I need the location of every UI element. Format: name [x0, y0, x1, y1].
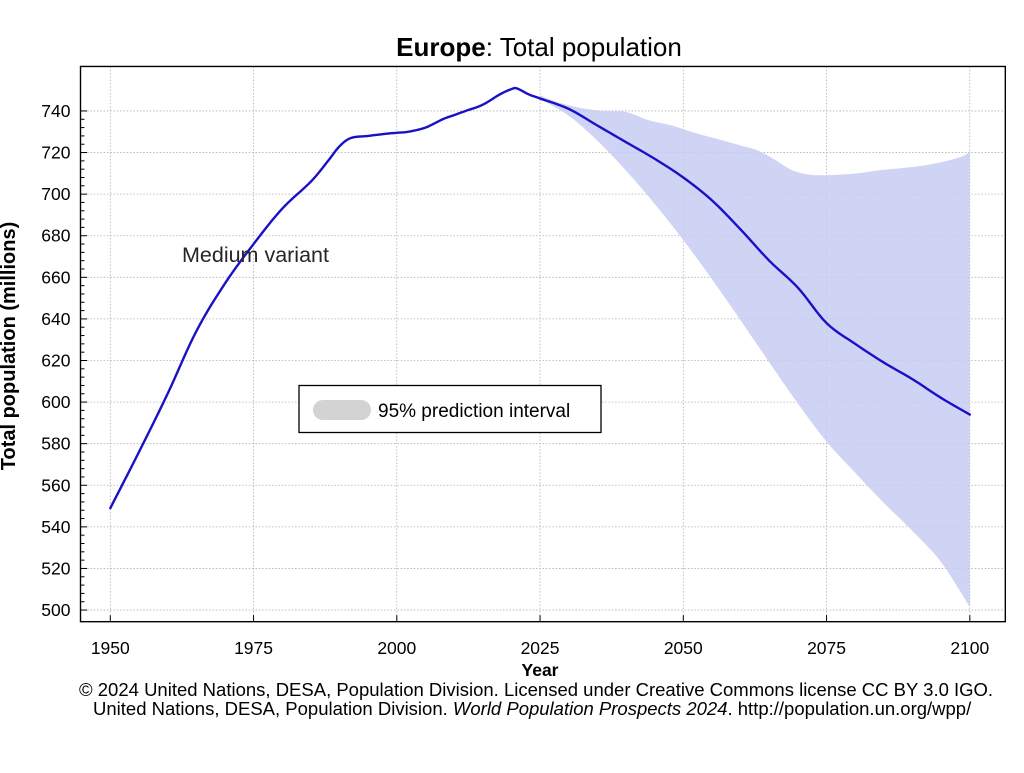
svg-text:500: 500: [41, 600, 70, 620]
svg-text:2075: 2075: [807, 638, 846, 658]
svg-text:United Nations, DESA, Populati: United Nations, DESA, Population Divisio…: [93, 698, 972, 719]
svg-text:720: 720: [41, 143, 70, 163]
svg-text:Year: Year: [522, 660, 559, 680]
svg-text:1975: 1975: [234, 638, 273, 658]
svg-text:95% prediction interval: 95% prediction interval: [378, 401, 570, 422]
svg-text:2100: 2100: [950, 638, 989, 658]
svg-text:Medium variant: Medium variant: [182, 243, 329, 267]
svg-text:2000: 2000: [377, 638, 416, 658]
svg-text:580: 580: [41, 434, 70, 454]
svg-text:600: 600: [41, 392, 70, 412]
svg-text:© 2024 United Nations, DESA, P: © 2024 United Nations, DESA, Population …: [79, 679, 993, 700]
svg-text:620: 620: [41, 351, 70, 371]
svg-text:540: 540: [41, 517, 70, 537]
svg-text:680: 680: [41, 226, 70, 246]
svg-text:2025: 2025: [521, 638, 560, 658]
svg-text:1950: 1950: [91, 638, 130, 658]
svg-text:520: 520: [41, 558, 70, 578]
svg-text:740: 740: [41, 101, 70, 121]
svg-text:2050: 2050: [664, 638, 703, 658]
svg-text:Europe: Total population: Europe: Total population: [396, 32, 682, 62]
svg-text:700: 700: [41, 184, 70, 204]
svg-text:560: 560: [41, 475, 70, 495]
svg-text:Total population (millions): Total population (millions): [0, 222, 20, 471]
svg-text:640: 640: [41, 309, 70, 329]
svg-text:660: 660: [41, 267, 70, 287]
